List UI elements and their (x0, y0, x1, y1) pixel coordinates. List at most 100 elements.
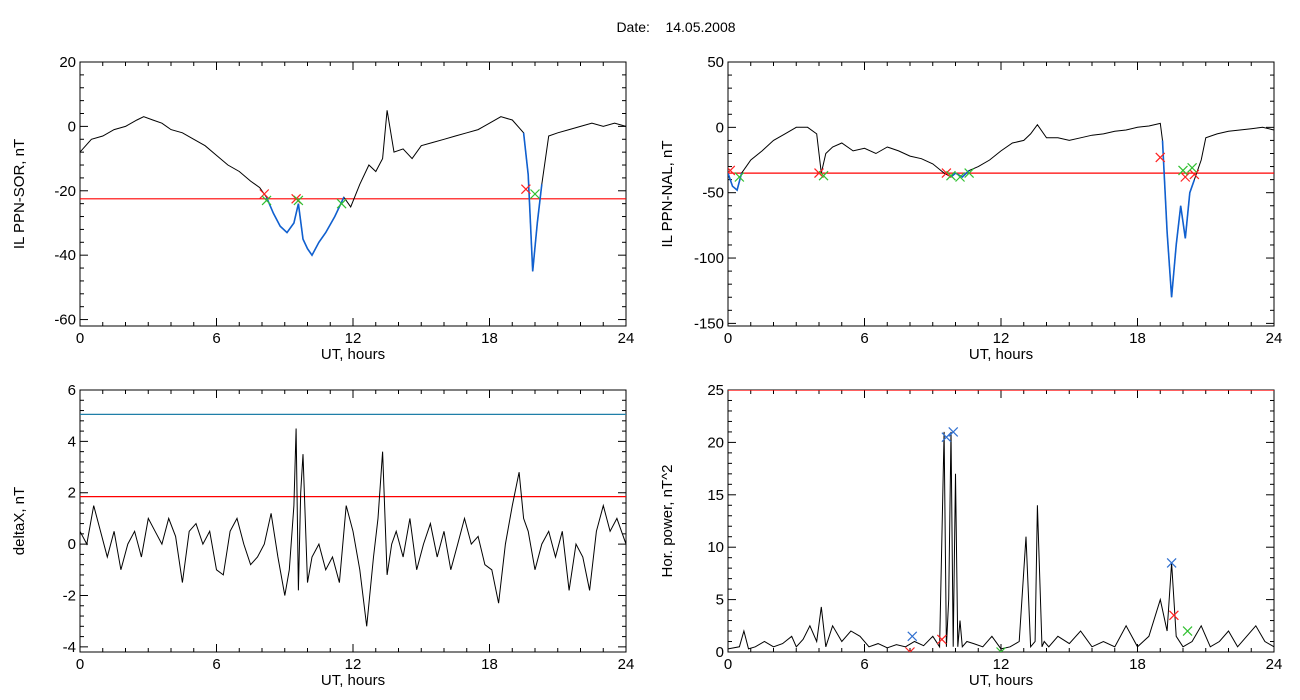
y-tick-label: -2 (63, 587, 76, 604)
series-line-1 (80, 110, 626, 272)
y-tick-label: -20 (54, 183, 76, 200)
marker-green (336, 198, 347, 209)
marker-green (261, 195, 272, 206)
marker-green (955, 172, 965, 182)
marker-red (520, 184, 531, 195)
x-tick-label: 18 (481, 330, 498, 347)
marker-green (293, 195, 304, 206)
y-tick-label: -4 (63, 639, 76, 656)
y-tick-label: 50 (707, 54, 724, 71)
x-tick-label: 18 (1129, 656, 1146, 673)
highlight-segment-3 (1161, 140, 1196, 298)
x-tick-label: 6 (860, 330, 868, 347)
x-tick-label: 6 (212, 330, 220, 347)
plot-frame (727, 389, 1275, 653)
marker-green (734, 172, 745, 182)
series-line-1 (80, 428, 626, 627)
y-tick-label: 25 (707, 382, 724, 399)
plot-frame (727, 61, 1275, 327)
y-tick-label: -50 (702, 185, 724, 202)
y-tick-label: -100 (694, 250, 724, 267)
marker-red (1189, 169, 1200, 180)
marker-red (728, 165, 736, 176)
plot-frame (79, 389, 627, 653)
plot-frame (79, 61, 627, 327)
y-axis-label: Hor. power, nT^2 (659, 465, 676, 578)
plot-area (80, 110, 626, 272)
y-tick-label: 10 (707, 539, 724, 556)
marker-red (1155, 152, 1166, 163)
chart-panel-1: 0 6 12 18 24 20 0 -20 -40 -60 UT, hours IL PPN-SOR,… (11, 54, 634, 363)
x-tick-label: 0 (724, 656, 732, 673)
chart-panel-3: 0 6 12 18 24 6 4 2 0 -2 -4 UT, hours deltaX, nT (11, 382, 634, 689)
highlight-segment-1 (265, 196, 345, 257)
marker-red (814, 168, 824, 179)
y-tick-label: 4 (68, 433, 76, 450)
y-axis-label: IL PPN-NAL, nT (659, 141, 676, 248)
marker-red (936, 634, 947, 645)
marker-green (946, 170, 956, 181)
marker-blue (941, 432, 952, 443)
chart-panel-4: 0 6 12 18 24 25 20 15 10 5 0 UT, hours Hor. power, n… (659, 382, 1282, 689)
marker-green (964, 168, 975, 179)
y-tick-label: -60 (54, 312, 76, 329)
x-tick-label: 12 (345, 656, 362, 673)
chart-panel-2: 0 6 12 18 24 50 0 -50 -100 -150 UT, hours IL PPN-NA… (659, 54, 1282, 363)
x-tick-label: 18 (481, 656, 498, 673)
y-tick-label: 0 (716, 119, 724, 136)
marker-red (259, 189, 270, 199)
x-tick-label: 18 (1129, 330, 1146, 347)
y-tick-label: -40 (54, 247, 76, 264)
x-tick-label: 24 (618, 330, 635, 347)
x-tick-label: 12 (993, 656, 1010, 673)
plot-area (80, 413, 626, 627)
marker-red (941, 168, 952, 179)
page-title: Date: 14.05.2008 (0, 19, 1300, 35)
y-tick-label: 0 (68, 118, 76, 135)
y-tick-label: 0 (68, 536, 76, 553)
x-tick-label: 24 (1266, 656, 1283, 673)
marker-green (1182, 626, 1193, 636)
marker-green (530, 189, 540, 199)
x-tick-label: 12 (345, 330, 362, 347)
highlight-segment-1 (728, 172, 743, 192)
marker-blue (907, 631, 918, 642)
y-tick-label: -150 (694, 315, 724, 332)
x-tick-label: 12 (993, 330, 1010, 347)
marker-green (1178, 165, 1188, 176)
marker-red (905, 647, 915, 652)
y-axis-label: IL PPN-SOR, nT (11, 139, 28, 249)
marker-green (996, 647, 1006, 652)
x-tick-label: 0 (724, 330, 732, 347)
plot-area (728, 122, 1274, 298)
marker-green (818, 170, 829, 181)
x-axis-label: UT, hours (969, 672, 1033, 689)
y-tick-label: 20 (707, 434, 724, 451)
date-value: 14.05.2008 (665, 19, 736, 35)
x-tick-label: 0 (76, 656, 84, 673)
plot-area (728, 390, 1274, 652)
y-axis-label: deltaX, nT (11, 487, 28, 555)
x-axis-label: UT, hours (321, 346, 385, 363)
series-line-1 (728, 431, 1274, 650)
marker-red (1168, 610, 1179, 621)
series-line-1 (728, 122, 1274, 298)
y-tick-label: 15 (707, 487, 724, 504)
x-tick-label: 0 (76, 330, 84, 347)
y-tick-label: 0 (716, 644, 724, 661)
x-tick-label: 24 (1266, 330, 1283, 347)
marker-blue (948, 426, 959, 437)
highlight-segment-2 (522, 132, 543, 272)
x-tick-label: 6 (860, 656, 868, 673)
date-label: Date: (616, 19, 650, 35)
y-tick-label: 2 (68, 485, 76, 502)
x-tick-label: 24 (618, 656, 635, 673)
marker-red (1180, 172, 1191, 182)
marker-blue (1166, 557, 1177, 568)
y-tick-label: 6 (68, 382, 76, 399)
x-axis-label: UT, hours (321, 672, 385, 689)
y-tick-label: 20 (59, 54, 76, 71)
marker-green (1187, 162, 1198, 173)
y-tick-label: 5 (716, 592, 724, 609)
